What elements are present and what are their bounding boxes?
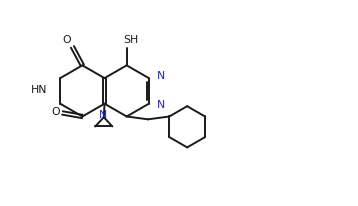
Text: N: N bbox=[157, 71, 165, 81]
Text: N: N bbox=[98, 110, 107, 120]
Text: HN: HN bbox=[31, 84, 48, 95]
Text: O: O bbox=[51, 107, 60, 117]
Text: SH: SH bbox=[123, 35, 139, 46]
Text: N: N bbox=[157, 100, 165, 110]
Text: O: O bbox=[62, 35, 71, 46]
